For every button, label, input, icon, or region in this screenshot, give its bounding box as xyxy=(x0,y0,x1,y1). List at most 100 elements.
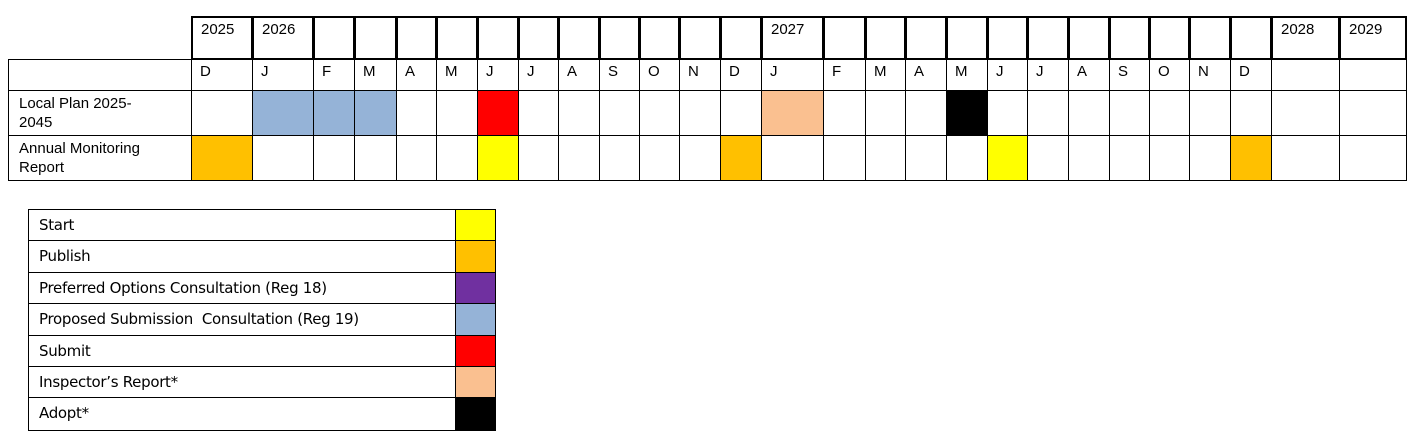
milestone-start xyxy=(987,135,1028,181)
legend-swatch xyxy=(456,366,495,398)
month-header: A xyxy=(905,59,947,91)
month-header: J xyxy=(518,59,559,91)
timeline-cell xyxy=(558,90,600,136)
timeline-cell xyxy=(1339,90,1407,136)
legend-swatch xyxy=(456,398,495,430)
month-header: O xyxy=(639,59,680,91)
legend-label: Submit xyxy=(29,335,456,366)
milestone-adopt xyxy=(946,90,988,136)
timeline-cell xyxy=(679,135,721,181)
legend-label: Start xyxy=(29,210,456,241)
timeline-cell xyxy=(1189,90,1231,136)
year-cell xyxy=(1027,16,1069,60)
timeline-cell xyxy=(354,135,397,181)
milestone-submit xyxy=(477,90,519,136)
timeline-cell xyxy=(1109,90,1150,136)
timeline-cell xyxy=(1068,135,1110,181)
month-header xyxy=(1271,59,1340,91)
timeline-cell xyxy=(1068,90,1110,136)
year-header: 2029 xyxy=(1339,16,1407,60)
year-cell xyxy=(436,16,478,60)
timeline-cell xyxy=(761,135,824,181)
legend-label: Publish xyxy=(29,241,456,272)
timeline-cell xyxy=(252,135,314,181)
timeline-cell xyxy=(1271,90,1340,136)
legend-table: Start Publish Preferred Options Consultati… xyxy=(28,209,496,431)
timeline-cell xyxy=(1149,90,1190,136)
month-header: F xyxy=(313,59,355,91)
timeline-cell xyxy=(823,135,866,181)
milestone-proposed-submission xyxy=(354,90,397,136)
timeline-cell xyxy=(905,90,947,136)
timeline-cell xyxy=(639,90,680,136)
timeline-cell xyxy=(865,135,906,181)
row-label: Annual Monitoring Report xyxy=(8,135,192,181)
legend-item-preferred-options: Preferred Options Consultation (Reg 18) xyxy=(29,272,495,305)
timeline-cell xyxy=(599,135,640,181)
month-header: A xyxy=(558,59,600,91)
month-header: M xyxy=(865,59,906,91)
month-header: N xyxy=(1189,59,1231,91)
row-header-empty xyxy=(8,59,192,91)
timeline-cell xyxy=(1230,90,1272,136)
year-header: 2027 xyxy=(761,16,824,60)
year-cell xyxy=(354,16,397,60)
legend-item-start: Start xyxy=(29,210,495,242)
month-header: J xyxy=(477,59,519,91)
month-header: M xyxy=(354,59,397,91)
timeline-cell xyxy=(823,90,866,136)
timeline-cell xyxy=(599,90,640,136)
legend-item-inspectors-report: Inspector’s Report* xyxy=(29,366,495,399)
timeline-cell xyxy=(1189,135,1231,181)
legend-swatch xyxy=(456,272,495,304)
year-cell xyxy=(823,16,866,60)
year-cell xyxy=(946,16,988,60)
legend-swatch xyxy=(456,335,495,366)
month-header: A xyxy=(396,59,437,91)
legend-label: Proposed Submission Consultation (Reg 19… xyxy=(29,304,456,335)
timeline-cell xyxy=(679,90,721,136)
legend-label: Adopt* xyxy=(29,398,456,430)
month-header: F xyxy=(823,59,866,91)
legend-swatch xyxy=(456,304,495,335)
year-cell xyxy=(477,16,519,60)
row-label: Local Plan 2025- 2045 xyxy=(8,90,192,136)
timeline-cell xyxy=(436,135,478,181)
milestone-inspectors-report xyxy=(761,90,824,136)
legend-item-proposed-submission: Proposed Submission Consultation (Reg 19… xyxy=(29,304,495,336)
timeline-cell xyxy=(1109,135,1150,181)
milestone-proposed-submission xyxy=(313,90,355,136)
legend-label: Preferred Options Consultation (Reg 18) xyxy=(29,272,456,304)
timeline-cell xyxy=(558,135,600,181)
timeline-cell xyxy=(518,135,559,181)
month-header: D xyxy=(1230,59,1272,91)
year-cell xyxy=(905,16,947,60)
month-header: D xyxy=(191,59,253,91)
month-header: S xyxy=(1109,59,1150,91)
year-cell xyxy=(987,16,1028,60)
year-cell xyxy=(558,16,600,60)
timeline-cell xyxy=(1271,135,1340,181)
month-header: J xyxy=(1027,59,1069,91)
year-cell xyxy=(1189,16,1231,60)
year-cell xyxy=(1149,16,1190,60)
month-header xyxy=(1339,59,1407,91)
year-cell xyxy=(720,16,762,60)
year-cell xyxy=(1068,16,1110,60)
year-cell xyxy=(865,16,906,60)
timeline-cell xyxy=(987,90,1028,136)
month-header: A xyxy=(1068,59,1110,91)
timeline-cell xyxy=(865,90,906,136)
year-cell xyxy=(679,16,721,60)
legend-swatch xyxy=(456,210,495,241)
month-header: J xyxy=(761,59,824,91)
timeline-cell xyxy=(639,135,680,181)
year-cell xyxy=(1109,16,1150,60)
month-header: S xyxy=(599,59,640,91)
month-header: O xyxy=(1149,59,1190,91)
year-cell xyxy=(1230,16,1272,60)
year-header: 2028 xyxy=(1271,16,1340,60)
year-header: 2025 xyxy=(191,16,253,60)
year-header: 2026 xyxy=(252,16,314,60)
legend-item-publish: Publish xyxy=(29,241,495,273)
